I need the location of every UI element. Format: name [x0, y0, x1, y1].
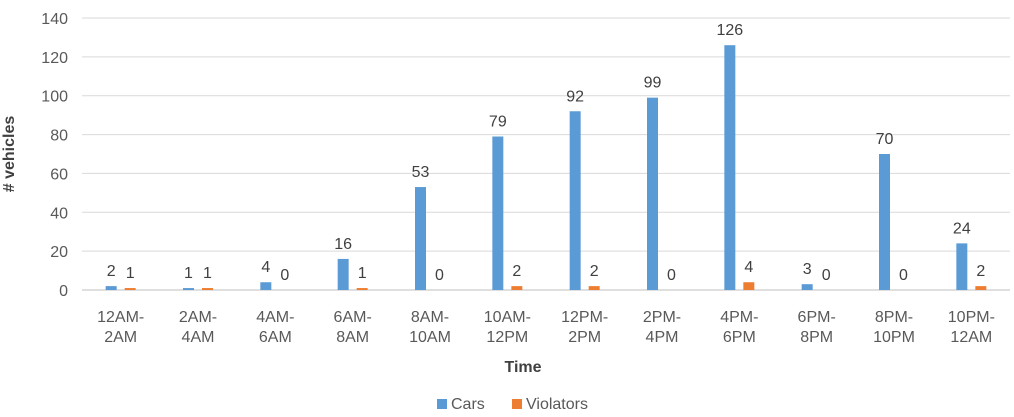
x-category-label: 12AM-: [97, 309, 144, 326]
data-label-cars: 1: [184, 265, 193, 282]
data-label-cars: 70: [876, 131, 894, 148]
bar-violators: [124, 288, 136, 290]
data-label-cars: 16: [334, 236, 352, 253]
data-label-cars: 4: [261, 259, 270, 276]
x-category-label: 10AM: [409, 329, 451, 346]
data-label-cars: 126: [716, 22, 743, 39]
legend-swatch-violators: [512, 399, 522, 409]
x-category-label: 6AM-: [334, 309, 372, 326]
y-tick-label: 140: [41, 11, 68, 28]
data-label-violators: 0: [280, 267, 289, 284]
x-category-label: 10PM-: [948, 309, 995, 326]
y-tick-label: 20: [50, 244, 68, 261]
legend: Cars Violators: [437, 396, 588, 413]
x-category-label: 6PM: [723, 329, 756, 346]
bar-violators: [356, 288, 368, 290]
bar-violators: [588, 286, 600, 290]
data-label-cars: 2: [107, 263, 116, 280]
data-label-violators: 1: [203, 265, 212, 282]
data-label-cars: 92: [566, 88, 584, 105]
legend-label-violators: Violators: [526, 396, 588, 413]
bar-cars: [105, 286, 117, 290]
bars: [105, 45, 987, 291]
x-category-label: 8PM: [800, 329, 833, 346]
x-category-label: 4AM: [182, 329, 215, 346]
legend-label-cars: Cars: [451, 396, 485, 413]
y-axis-ticks: 0 20 40 60 80 100 120 140: [41, 11, 68, 300]
data-label-violators: 2: [590, 263, 599, 280]
data-label-violators: 2: [976, 263, 985, 280]
y-tick-label: 100: [41, 89, 68, 106]
data-label-violators: 0: [667, 267, 676, 284]
x-category-label: 8AM: [336, 329, 369, 346]
x-category-label: 2AM-: [179, 309, 217, 326]
data-label-violators: 0: [899, 267, 908, 284]
x-category-label: 4PM-: [720, 309, 758, 326]
x-axis-categories: 12AM- 2AM 2AM- 4AM 4AM- 6AM 6AM- 8AM 8AM- 10AM 10A…: [97, 309, 995, 346]
bar-cars: [647, 97, 658, 291]
x-category-label: 8PM-: [875, 309, 913, 326]
x-category-label: 6PM-: [798, 309, 836, 326]
bar-cars: [260, 282, 272, 290]
bar-cars: [337, 258, 349, 290]
x-category-label: 10AM-: [484, 309, 531, 326]
data-label-violators: 1: [358, 265, 367, 282]
data-label-cars: 53: [412, 164, 430, 181]
x-category-label: 8AM-: [411, 309, 449, 326]
x-category-label: 4PM: [646, 329, 679, 346]
x-category-label: 12AM: [950, 329, 992, 346]
x-category-label: 2AM: [104, 329, 137, 346]
x-category-label: 4AM-: [256, 309, 294, 326]
bar-cars: [879, 154, 890, 290]
gridlines: [82, 17, 1010, 291]
y-axis-title: # vehicles: [1, 116, 18, 193]
y-tick-label: 120: [41, 50, 68, 67]
x-category-label: 2PM-: [643, 309, 681, 326]
data-label-cars: 24: [953, 220, 971, 237]
legend-swatch-cars: [437, 399, 447, 409]
data-label-violators: 4: [744, 259, 753, 276]
bar-violators: [743, 282, 755, 290]
bar-cars: [956, 243, 968, 290]
x-category-label: 6AM: [259, 329, 292, 346]
bar-violators: [511, 286, 523, 290]
bar-cars: [569, 111, 581, 290]
x-axis-title: Time: [504, 359, 541, 376]
data-label-violators: 0: [822, 267, 831, 284]
bar-violators: [202, 288, 213, 290]
y-tick-label: 60: [50, 166, 68, 183]
x-category-label: 12PM-: [561, 309, 608, 326]
data-label-cars: 79: [489, 114, 507, 131]
x-category-label: 2PM: [568, 329, 601, 346]
bar-cars: [415, 187, 426, 290]
bar-cars: [724, 45, 736, 291]
data-label-cars: 3: [803, 261, 812, 278]
data-label-violators: 1: [126, 265, 135, 282]
data-label-violators: 0: [435, 267, 444, 284]
x-category-label: 12PM: [486, 329, 528, 346]
bar-cars: [183, 288, 194, 290]
data-label-cars: 99: [644, 75, 662, 92]
y-tick-label: 0: [59, 283, 68, 300]
bar-cars: [492, 136, 504, 290]
data-label-violators: 2: [512, 263, 521, 280]
y-tick-label: 40: [50, 205, 68, 222]
x-category-label: 10PM: [873, 329, 915, 346]
bar-violators: [975, 286, 987, 290]
bar-cars: [801, 284, 813, 290]
y-tick-label: 80: [50, 128, 68, 145]
